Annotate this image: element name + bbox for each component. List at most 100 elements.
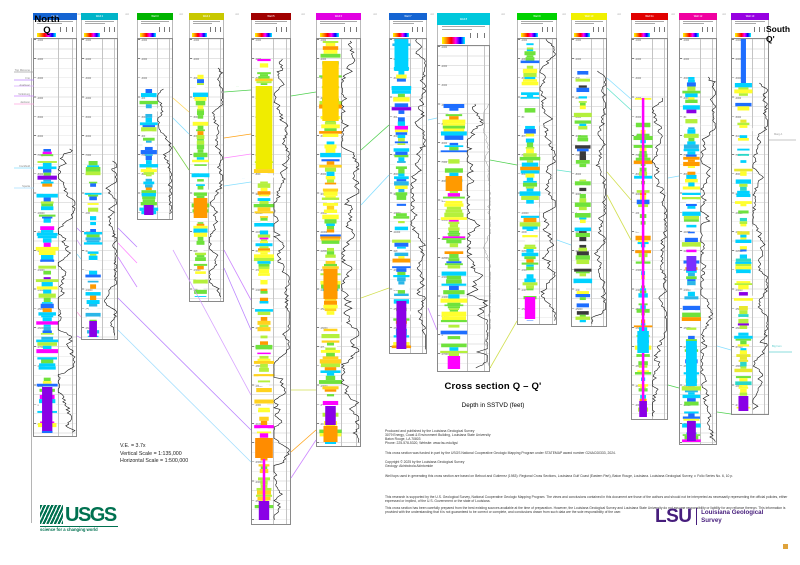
credit-paragraph-1: Produced and published by the Louisiana …: [385, 429, 491, 445]
color-scale-chip: [441, 37, 465, 44]
usgs-logo-text: USGS: [65, 504, 117, 526]
track-scale-header: [517, 25, 557, 38]
well-distance-label: mi: [301, 13, 305, 16]
correlation-micro-label: ···: [266, 383, 269, 386]
depth-label: -19000: [683, 384, 691, 388]
horizon-correlation-line: [606, 171, 632, 201]
log-traces: [733, 39, 768, 411]
track-divider: [113, 39, 115, 339]
depth-label: -15000: [521, 307, 529, 311]
depth-label: -6000: [193, 135, 200, 138]
depth-label: -13000: [441, 276, 449, 280]
scale-tick: [593, 27, 594, 32]
log-traces: [633, 97, 667, 417]
depth-label: -5000: [37, 115, 44, 119]
depth-label: -11000: [521, 231, 529, 234]
title-block: Cross section Q – Q' Depth in SSTVD (fee…: [378, 381, 608, 409]
depth-label: -8000: [575, 173, 582, 177]
scale-tick: [280, 27, 282, 32]
well-meta-text: [442, 28, 472, 30]
correlation-micro-label: ···: [242, 177, 245, 180]
depth-label: -4000: [735, 96, 742, 100]
scale-tick: [541, 27, 543, 32]
depth-ticks: [390, 39, 393, 353]
depth-label: -3000: [393, 77, 400, 81]
well-name: Well 3: [151, 14, 159, 18]
depth-label: -6000: [37, 135, 44, 138]
horizon-label: Sparta: [22, 185, 30, 188]
well-meta-text: [192, 20, 221, 22]
depth-label: -17000: [37, 346, 45, 350]
depth-ticks: [138, 39, 141, 219]
well-subheader: [631, 19, 668, 26]
track-scale-header: [631, 25, 668, 38]
well-meta-text: [521, 20, 553, 22]
depth-label: -14000: [37, 288, 45, 292]
horizon-correlation-line: [489, 159, 518, 166]
correlation-micro-label: Marg A: [774, 133, 783, 136]
depth-label: -16000: [635, 327, 643, 330]
north-end-label: North Q: [24, 14, 70, 37]
track-divider: [651, 39, 653, 419]
well-distance-label: mi: [125, 13, 129, 16]
log-traces: [440, 103, 491, 369]
well-strip: Well 5 -1000-2000-3000-4000-5000-6000-700…: [251, 13, 291, 525]
depth-label: -17000: [320, 346, 328, 350]
depth-label: -19000: [255, 384, 263, 388]
track-scale-header: [251, 25, 291, 38]
scale-tick: [349, 27, 351, 32]
horizon-correlation-line: [290, 91, 317, 97]
track-divider: [273, 39, 274, 524]
well-meta-text: [634, 20, 665, 22]
log-traces: [519, 39, 556, 321]
scale-tick: [653, 27, 655, 32]
well-meta-text: [192, 23, 212, 25]
well-distance-label: mi: [562, 13, 566, 16]
depth-label: -21000: [255, 423, 263, 426]
track-divider: [712, 39, 714, 444]
depth-label: -10000: [85, 211, 93, 215]
depth-label: -1000: [255, 39, 262, 42]
log-grid: -1000-2000-3000-4000-5000-6000-7000-8000…: [251, 38, 291, 525]
well-meta-text: [574, 20, 604, 22]
depth-label: -6000: [735, 135, 742, 138]
correlation-micro-label: Big hum: [772, 345, 782, 348]
south-end-label: South Q': [766, 24, 800, 44]
credit-paragraph-6: This cross section has been carefully pr…: [385, 506, 786, 514]
depth-label: -6000: [141, 135, 148, 138]
depth-label: -3000: [441, 84, 448, 88]
track-scale-header: [33, 25, 77, 38]
depth-label: -11000: [393, 231, 401, 234]
depth-label: -9000: [635, 192, 642, 196]
horizon-correlation-line: [556, 239, 572, 246]
color-scale-chip: [392, 33, 409, 37]
color-scale-chip: [140, 33, 156, 37]
well-meta-text: [734, 20, 766, 22]
scale-tick: [658, 27, 660, 32]
depth-label: -7000: [85, 154, 92, 158]
scale-tick: [275, 27, 277, 32]
well-strip: Well 7-1000-2000-3000-4000-5000-6000-700…: [389, 13, 427, 354]
well-meta-text: [521, 23, 544, 25]
depth-label: -15000: [85, 307, 93, 311]
depth-label: -5000: [193, 115, 200, 119]
horizon-correlation-line: [360, 124, 390, 151]
horizon-correlation-line: [223, 89, 252, 93]
depth-label: -8000: [255, 173, 262, 177]
horizon-label: Top Miocene: [14, 69, 30, 72]
depth-label: -4000: [141, 96, 148, 100]
depth-label: -3000: [521, 77, 528, 81]
well-subheader: [571, 19, 607, 26]
depth-label: -16000: [37, 327, 45, 330]
scale-tick: [422, 27, 424, 32]
track-divider: [355, 39, 357, 446]
color-scale-chip: [634, 33, 651, 37]
well-meta-text: [84, 23, 106, 25]
depth-label: -5000: [635, 115, 642, 119]
track-divider: [168, 39, 170, 219]
log-grid: -1000-2000-3000-4000-5000-6000-7000-8000…: [517, 38, 557, 325]
depth-label: -1000: [193, 39, 200, 42]
horizon-correlation-line: [117, 227, 138, 248]
horizon-correlation-line: [172, 117, 190, 135]
well-name: Well 9: [533, 14, 541, 18]
